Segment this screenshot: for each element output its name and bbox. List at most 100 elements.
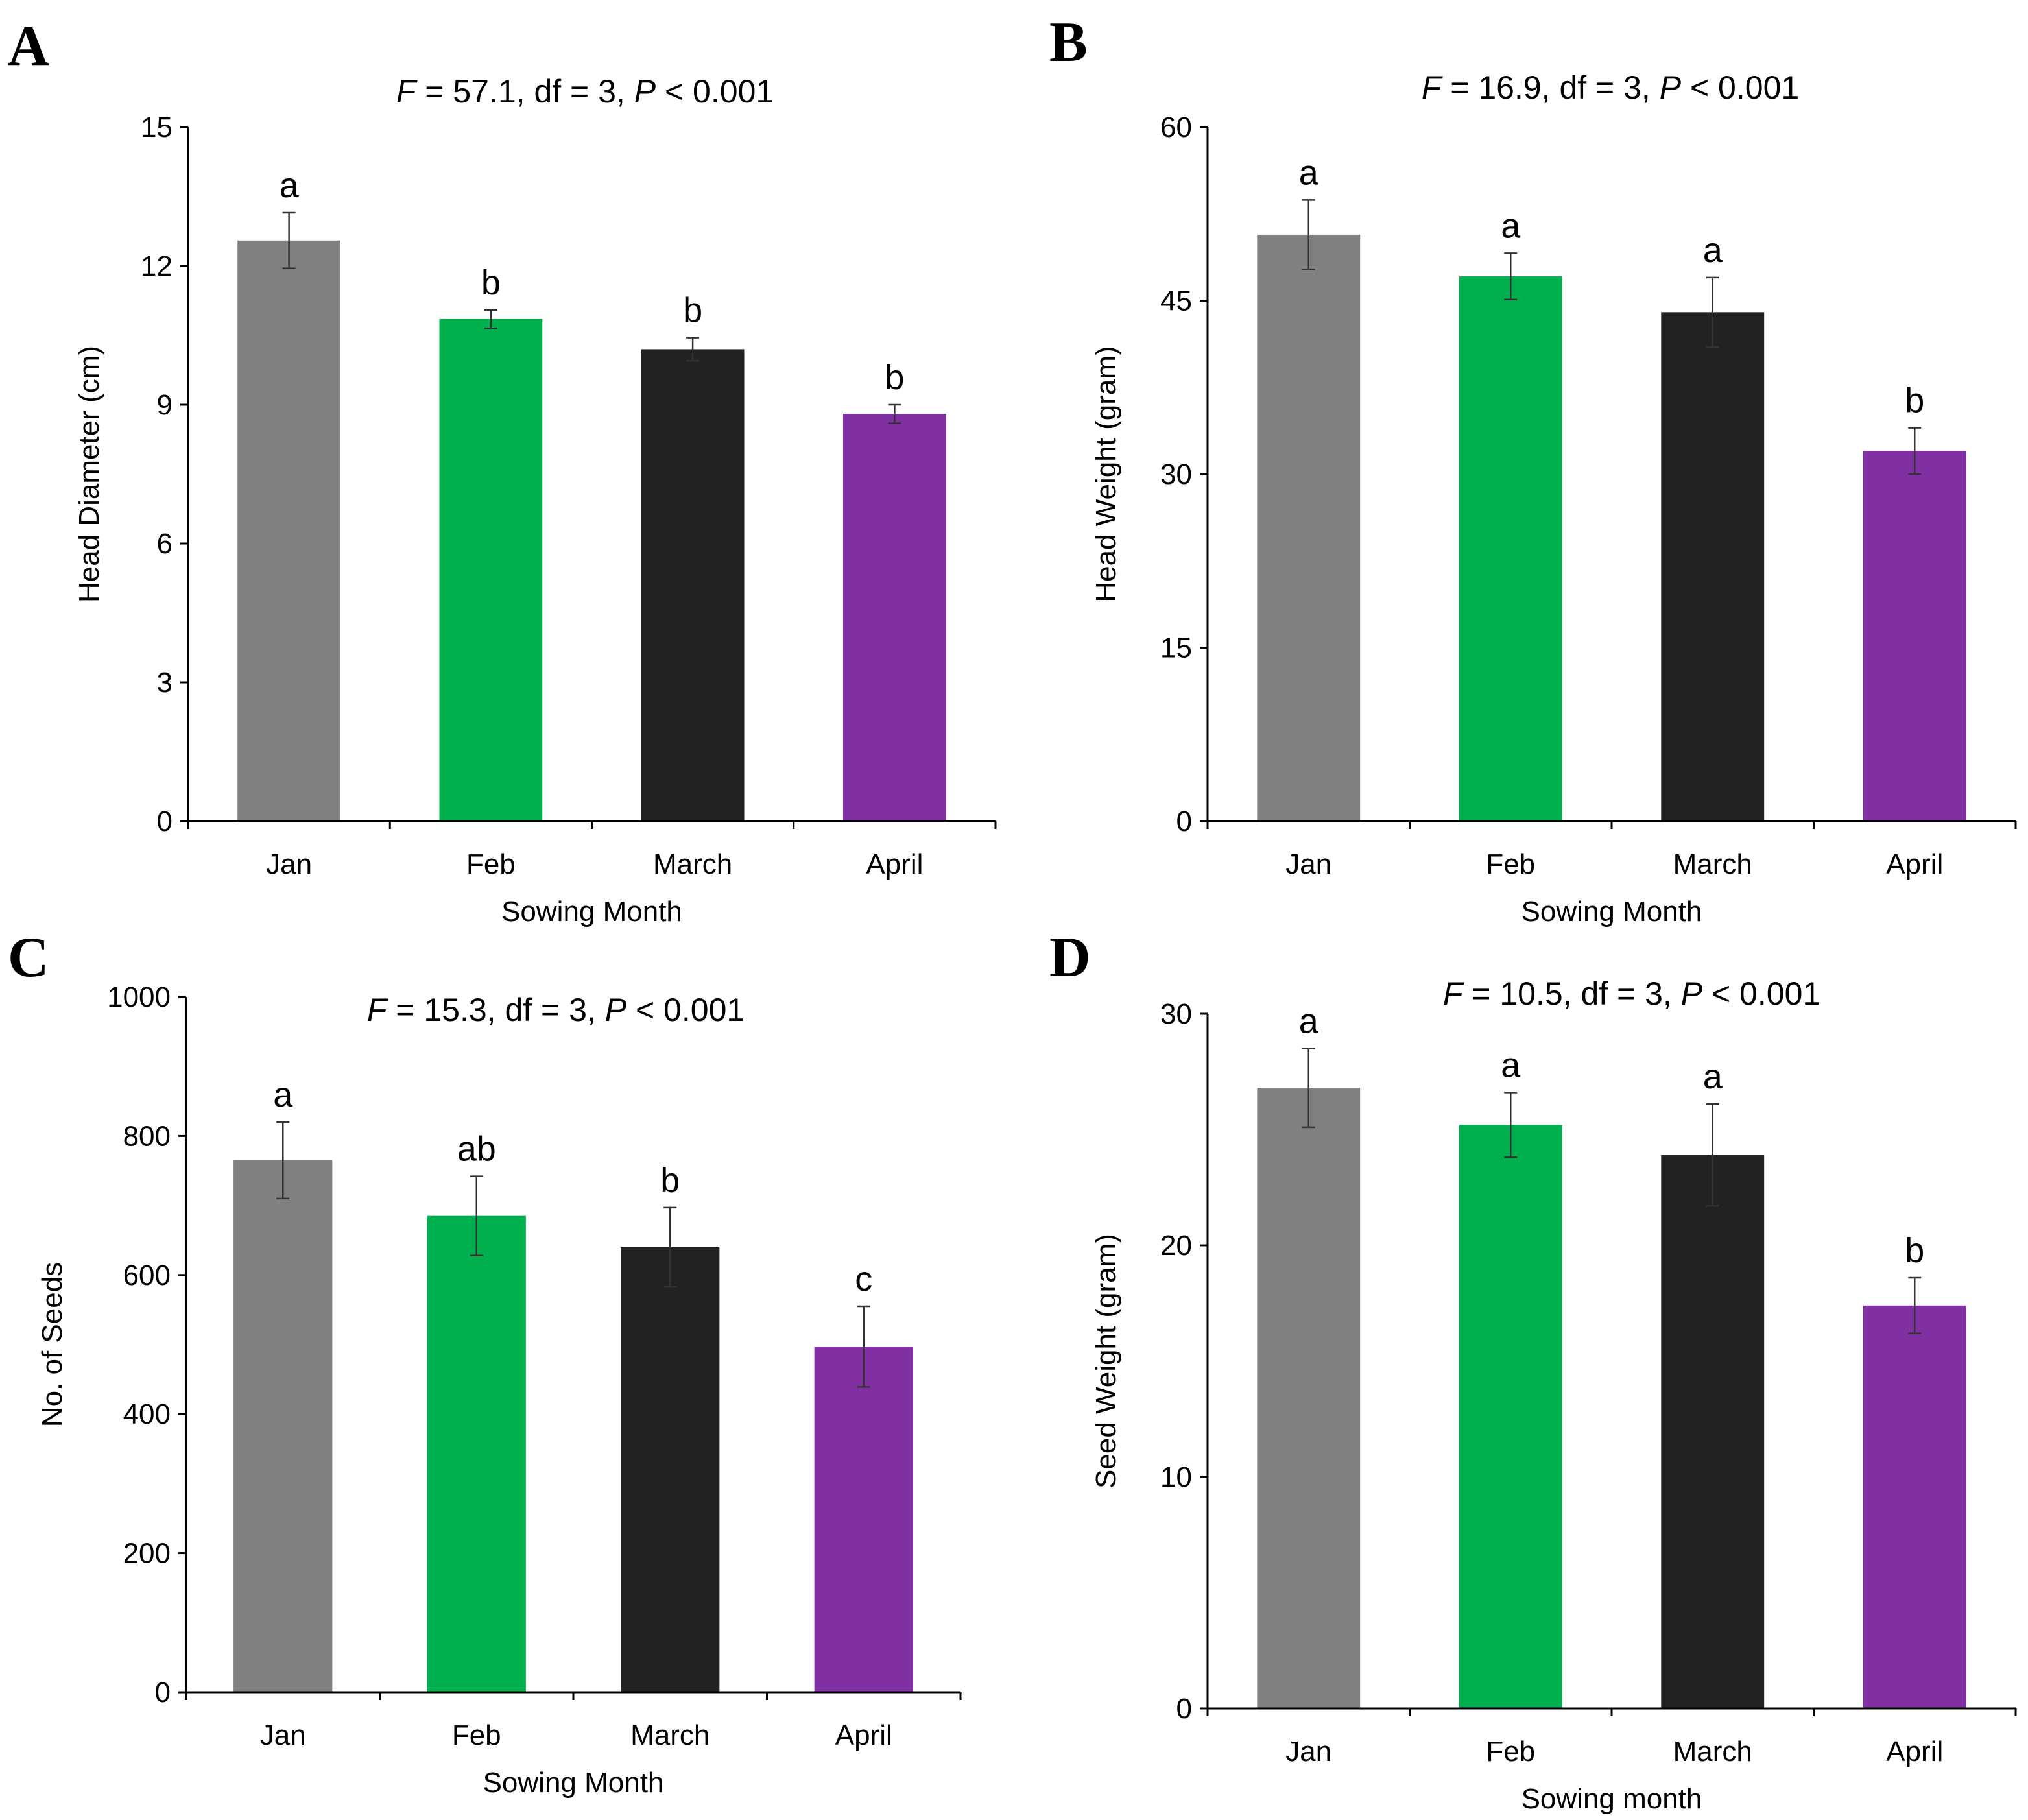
error-bar-march: [686, 337, 700, 362]
x-tick-label: Jan: [260, 1719, 306, 1751]
chart-panel-b: B F = 16.9, df = 3, P < 0.001 a Jan a Feb a Mar…: [1049, 11, 2017, 928]
chart-panel-d: D F = 10.5, df = 3, P < 0.001 a Jan a Feb a Mar…: [1049, 926, 2017, 1815]
x-tick-label: Feb: [1486, 1736, 1535, 1767]
significance-label: a: [1703, 231, 1723, 270]
y-tick-label: 1000: [107, 981, 171, 1013]
significance-label: a: [1703, 1057, 1723, 1096]
error-bar-feb: [1504, 1092, 1518, 1158]
y-axis-label: Head Weight (gram): [1090, 346, 1122, 602]
y-tick-label: 30: [1160, 459, 1192, 490]
x-tick-label: March: [653, 848, 732, 880]
significance-label: b: [1905, 381, 1924, 420]
significance-label: b: [885, 358, 904, 397]
significance-label: a: [280, 166, 300, 205]
x-axis-label: Sowing Month: [483, 1767, 664, 1799]
panel-letter: A: [8, 15, 49, 78]
significance-label: ab: [457, 1130, 496, 1169]
chart-title: F = 10.5, df = 3, P < 0.001: [1443, 976, 1820, 1012]
y-tick-label: 0: [1176, 1693, 1192, 1725]
chart-title: F = 15.3, df = 3, P < 0.001: [367, 992, 745, 1028]
y-tick-label: 15: [1160, 632, 1192, 664]
error-bar-feb: [484, 309, 497, 329]
significance-label: c: [855, 1260, 872, 1299]
error-bar-april: [1908, 1276, 1922, 1334]
panel-letter: D: [1049, 926, 1091, 989]
panel-letter: B: [1049, 11, 1088, 74]
x-tick-label: Feb: [452, 1719, 501, 1751]
error-bar-april: [1908, 427, 1922, 475]
significance-label: a: [1501, 1046, 1521, 1084]
error-bar-march: [1706, 1103, 1719, 1207]
y-tick-label: 800: [123, 1120, 171, 1152]
bar-jan: [1257, 234, 1361, 822]
y-tick-label: 200: [123, 1538, 171, 1570]
bar-feb: [1459, 276, 1562, 821]
y-tick-label: 0: [157, 806, 173, 837]
x-tick-label: March: [1673, 848, 1752, 880]
significance-label: a: [273, 1075, 293, 1114]
x-tick-label: Feb: [1486, 848, 1535, 880]
error-bar-jan: [282, 211, 296, 269]
significance-label: a: [1299, 1002, 1319, 1041]
x-tick-label: Jan: [1285, 848, 1331, 880]
bar-march: [621, 1247, 720, 1692]
bar-march: [1661, 312, 1765, 821]
bar-feb: [439, 319, 543, 821]
y-axis-label: Seed Weight (gram): [1090, 1234, 1122, 1489]
significance-label: a: [1501, 206, 1521, 245]
significance-label: b: [1905, 1231, 1924, 1270]
y-tick-label: 45: [1160, 285, 1192, 317]
significance-label: b: [683, 291, 702, 330]
error-bar-march: [1706, 276, 1719, 348]
x-tick-label: April: [866, 848, 923, 880]
error-bar-march: [663, 1206, 677, 1288]
chart-title: F = 57.1, df = 3, P < 0.001: [396, 73, 774, 110]
bar-feb: [1459, 1125, 1562, 1708]
significance-label: b: [481, 263, 501, 302]
x-axis-label: Sowing month: [1521, 1783, 1702, 1815]
significance-label: a: [1299, 153, 1319, 192]
y-axis-label: Head Diameter (cm): [73, 346, 105, 603]
x-tick-label: Jan: [1285, 1736, 1331, 1767]
bar-feb: [427, 1215, 526, 1692]
y-tick-label: 6: [157, 528, 173, 560]
error-bar-jan: [1302, 1048, 1315, 1129]
y-tick-label: 0: [1176, 806, 1192, 837]
error-bar-jan: [1302, 199, 1315, 270]
bar-march: [641, 349, 745, 821]
y-tick-label: 15: [141, 112, 173, 143]
chart-panel-a: A F = 57.1, df = 3, P < 0.001 a Jan b Feb b Mar…: [8, 15, 997, 928]
bar-april: [1863, 451, 1966, 821]
y-tick-label: 600: [123, 1260, 171, 1291]
y-tick-label: 9: [157, 389, 173, 421]
x-tick-label: April: [1886, 1736, 1943, 1767]
bar-march: [1661, 1155, 1765, 1708]
error-bar-april: [888, 403, 901, 424]
error-bar-feb: [1504, 252, 1518, 300]
significance-label: b: [660, 1161, 680, 1200]
chart-panel-c: C F = 15.3, df = 3, P < 0.001 a Jan ab Feb b Ma…: [8, 926, 962, 1799]
x-tick-label: Jan: [266, 848, 312, 880]
y-tick-label: 3: [157, 667, 173, 699]
y-tick-label: 400: [123, 1398, 171, 1430]
bar-jan: [1257, 1088, 1361, 1708]
y-tick-label: 20: [1160, 1230, 1192, 1262]
x-tick-label: April: [835, 1719, 892, 1751]
error-bar-april: [857, 1305, 870, 1388]
bar-april: [814, 1347, 913, 1692]
panel-letter: C: [8, 926, 49, 989]
bar-jan: [233, 1160, 333, 1692]
y-tick-label: 60: [1160, 112, 1192, 143]
chart-title: F = 16.9, df = 3, P < 0.001: [1422, 69, 1799, 106]
y-tick-label: 10: [1160, 1461, 1192, 1493]
y-tick-label: 0: [155, 1677, 171, 1708]
bar-jan: [237, 240, 340, 821]
y-tick-label: 30: [1160, 998, 1192, 1030]
error-bar-feb: [470, 1175, 483, 1257]
bar-april: [843, 414, 946, 821]
x-tick-label: Feb: [466, 848, 516, 880]
y-tick-label: 12: [141, 250, 173, 282]
x-axis-label: Sowing Month: [501, 896, 682, 928]
y-axis-label: No. of Seeds: [36, 1262, 68, 1427]
